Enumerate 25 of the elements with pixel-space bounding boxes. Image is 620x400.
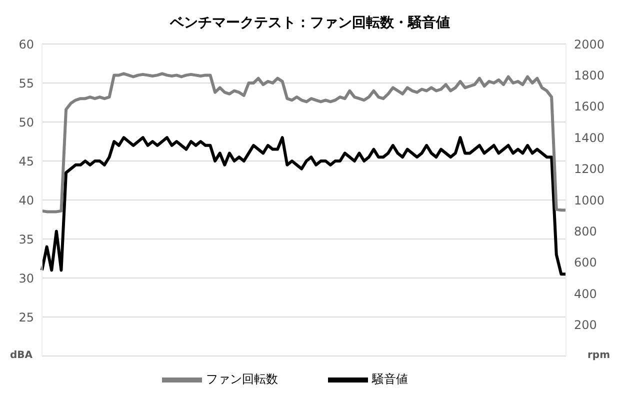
- y-tick-label: 25: [18, 310, 34, 324]
- y2-tick-label: 1800: [574, 68, 605, 82]
- y2-tick-label: 200: [574, 318, 597, 332]
- line-series: [40, 72, 568, 214]
- y-tick-label: 60: [18, 37, 34, 52]
- y-tick-label: 30: [18, 271, 34, 286]
- y2-axis-title: rpm: [587, 350, 610, 361]
- y2-tick-label: 800: [574, 224, 597, 238]
- y2-tick-label: 1600: [574, 100, 605, 114]
- y-tick-label: 45: [18, 154, 34, 168]
- chart-title: ベンチマークテスト：ファン回転数・騒音値: [168, 14, 451, 33]
- y2-tick-label: 1400: [574, 130, 605, 145]
- legend-label: ファン回転数: [206, 372, 278, 386]
- y2-tick-label: 1000: [574, 193, 605, 208]
- y-axis-title: dBA: [10, 350, 33, 361]
- legend-label: 騒音値: [372, 372, 408, 386]
- y2-tick-label: 400: [574, 286, 597, 301]
- y2-tick-label: 1200: [574, 162, 605, 176]
- line-series: [40, 136, 568, 276]
- y-tick-label: 40: [18, 193, 34, 208]
- y-tick-label: 35: [18, 232, 34, 246]
- y-tick-label: 50: [18, 115, 34, 130]
- y2-tick-label: 600: [574, 256, 597, 270]
- y-tick-label: 55: [18, 76, 34, 90]
- y2-tick-label: 2000: [574, 37, 605, 52]
